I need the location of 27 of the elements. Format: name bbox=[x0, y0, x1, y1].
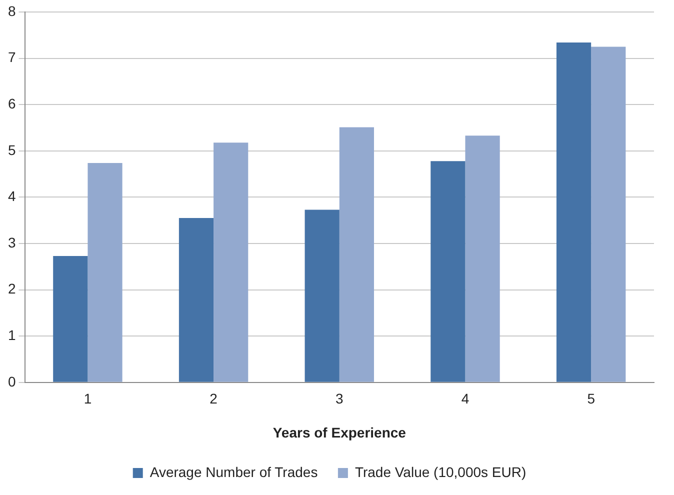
x-tick-label: 2 bbox=[210, 390, 218, 407]
x-axis-title: Years of Experience bbox=[272, 424, 406, 440]
bar bbox=[430, 161, 466, 382]
bar bbox=[88, 162, 122, 382]
y-tick-label: 6 bbox=[8, 95, 16, 112]
legend-label: Average Number of Trades bbox=[150, 464, 318, 480]
bar bbox=[465, 136, 500, 382]
x-tick-label: 3 bbox=[335, 390, 344, 407]
y-tick-label: 3 bbox=[8, 234, 16, 250]
x-tick-label: 1 bbox=[84, 390, 92, 407]
bar bbox=[339, 127, 374, 382]
y-tick-label: 8 bbox=[8, 2, 16, 19]
y-tick-label: 0 bbox=[8, 373, 16, 390]
y-tick-label: 1 bbox=[8, 326, 16, 343]
bar bbox=[556, 42, 592, 382]
y-tick-label: 5 bbox=[8, 142, 16, 158]
bar bbox=[591, 46, 626, 382]
bar bbox=[53, 256, 88, 382]
bar bbox=[178, 218, 214, 382]
bar bbox=[214, 142, 248, 382]
y-tick-label: 7 bbox=[8, 49, 16, 66]
x-tick-label: 5 bbox=[587, 390, 596, 407]
legend-label: Trade Value (10,000s EUR) bbox=[354, 464, 526, 480]
y-tick-label: 4 bbox=[8, 188, 16, 204]
bar bbox=[304, 210, 340, 382]
x-tick-label: 4 bbox=[461, 390, 470, 407]
y-tick-label: 2 bbox=[8, 280, 16, 297]
